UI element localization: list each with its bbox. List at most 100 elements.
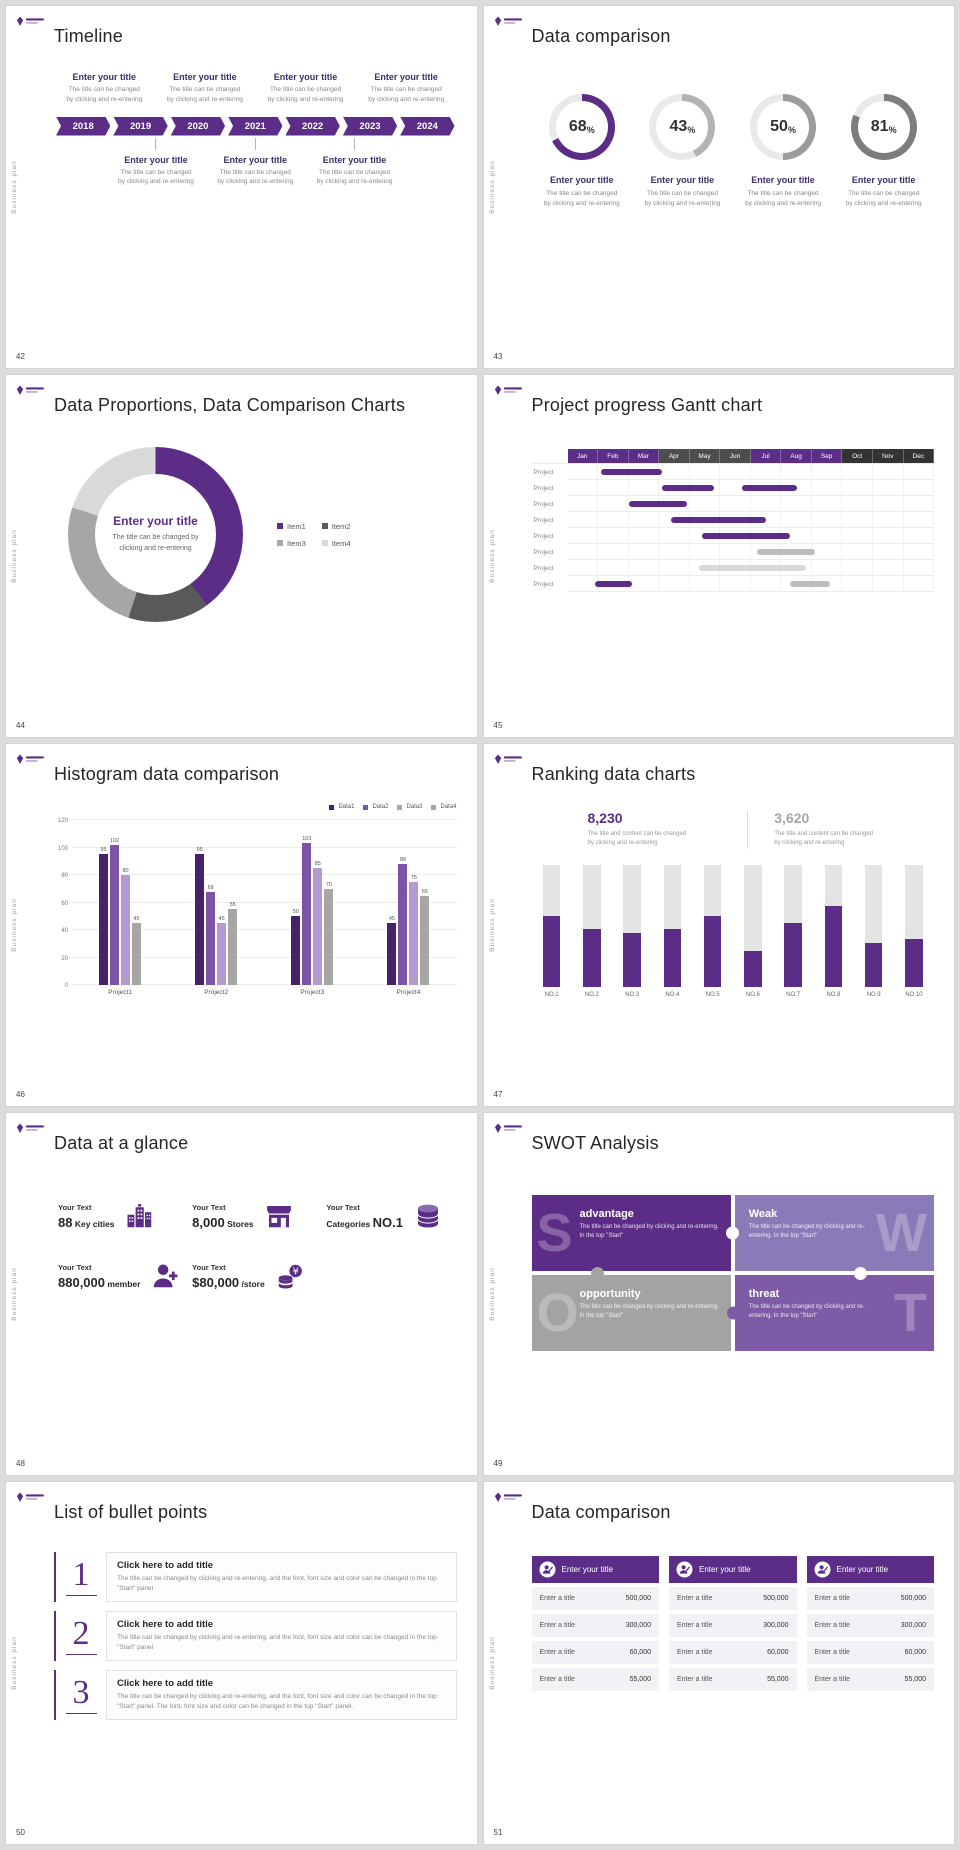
gantt-cell xyxy=(873,464,904,479)
progress-value: 81% xyxy=(851,94,917,160)
progress-number: 50 xyxy=(770,118,788,135)
member-icon xyxy=(150,1261,180,1291)
slide-48-data-at-a-glance[interactable]: Business plan 48 Data at a glance Your T… xyxy=(5,1112,478,1476)
bar-group: 50 103 85 70 xyxy=(264,820,360,985)
stat-block: 8,230 The title and content can be chang… xyxy=(588,810,748,849)
glance-label: Your Text xyxy=(192,1262,226,1272)
slide-42-timeline[interactable]: Business plan 42 Timeline Enter your tit… xyxy=(5,5,478,369)
bullet-box: Click here to add title The title can be … xyxy=(106,1611,457,1662)
bar-groups: 95 102 80 45 95 68 45 55 50 103 85 70 45 88 75 65 xyxy=(72,820,457,985)
slide-45-gantt[interactable]: Business plan 45 Project progress Gantt … xyxy=(482,374,955,738)
slide-46-histogram[interactable]: Business plan 46 Histogram data comparis… xyxy=(5,743,478,1107)
rank-bar xyxy=(744,951,762,987)
bullet-number-wrap: 3 xyxy=(54,1670,106,1721)
brand-logo xyxy=(16,752,52,764)
data-tables: Enter your title Enter a title 500,000 Ente… xyxy=(531,1556,934,1691)
timeline-item-desc: The title can be changed by clicking and … xyxy=(60,85,149,105)
progress-desc: The title can be changed by clicking and … xyxy=(638,189,727,209)
rank-column xyxy=(612,864,652,987)
timeline-bottom-items: Enter your title The title can be changed… xyxy=(106,138,404,188)
gantt-row-label: Project xyxy=(533,532,554,540)
timeline-item-title: Enter your title xyxy=(322,154,387,165)
row-value: 55,000 xyxy=(904,1676,926,1683)
timeline-item-desc: The title can be changed by clicking and … xyxy=(212,168,299,188)
slide-51-data-comparison-tables[interactable]: Business plan 51 Data comparison Enter y… xyxy=(482,1481,955,1845)
slide-50-bullet-points[interactable]: Business plan 50 List of bullet points 1… xyxy=(5,1481,478,1845)
text-line: by clicking and re-entering xyxy=(167,95,243,103)
brand-logo xyxy=(494,1490,530,1502)
text-line: The title can be changed xyxy=(646,190,719,197)
stat-block: 3,620 The title and content can be chang… xyxy=(747,810,934,849)
gantt-cell xyxy=(873,576,904,591)
bar: 65 xyxy=(420,820,430,985)
table-row: Enter a title 60,000 xyxy=(806,1641,934,1664)
timeline-top-items: Enter your title The title can be changed… xyxy=(54,72,457,105)
bar-value-label: 95 xyxy=(196,847,203,854)
text-line: by clicking and re-entering xyxy=(644,199,721,207)
business-plan-vertical-label: Business plan xyxy=(488,529,496,583)
donut-center: Enter your title The title can be change… xyxy=(95,474,216,595)
gantt-cell xyxy=(842,480,873,495)
business-plan-vertical-label: Business plan xyxy=(11,1267,18,1321)
gantt-cell xyxy=(812,512,843,527)
table-title: Enter your title xyxy=(836,1565,889,1574)
timeline-item-desc: The title can be changed by clicking and … xyxy=(362,85,451,105)
bullet-box: Click here to add title The title can be … xyxy=(106,1552,457,1603)
rank-track xyxy=(583,864,601,987)
gantt-cell xyxy=(629,512,660,527)
bullet-list: 1 Click here to add title The title can be… xyxy=(54,1552,457,1721)
page-number: 43 xyxy=(493,352,503,361)
glance-label: Your Text xyxy=(58,1262,92,1272)
bar-value-label: 45 xyxy=(388,916,395,923)
gantt-month: Mar xyxy=(628,449,660,463)
gantt-cell xyxy=(629,480,660,495)
gantt-cell xyxy=(568,528,599,543)
progress-number: 68 xyxy=(568,118,587,135)
rank-column xyxy=(733,864,773,987)
gantt-track xyxy=(567,528,935,544)
gantt-cell xyxy=(842,512,873,527)
table-row: Enter a title 55,000 xyxy=(669,1668,797,1691)
slide-44-data-proportions[interactable]: Business plan 44 Data Proportions, Data … xyxy=(5,374,478,738)
row-value: 60,000 xyxy=(904,1649,926,1656)
rank-bar xyxy=(623,932,641,987)
timeline-item-desc: The title can be changed by clicking and … xyxy=(161,85,250,105)
text-line: The title can be changed xyxy=(169,86,241,93)
table-row: Enter a title 300,000 xyxy=(806,1614,934,1637)
gantt-track xyxy=(567,512,935,528)
brand-logo xyxy=(494,1121,530,1133)
rank-track xyxy=(744,864,762,987)
progress-ring: 81% xyxy=(850,94,917,160)
bar-fill xyxy=(217,923,227,985)
page-number: 46 xyxy=(16,1090,25,1099)
page-number: 45 xyxy=(493,721,503,730)
slide-47-ranking[interactable]: Business plan 47 Ranking data charts 8,2… xyxy=(482,743,955,1107)
slide-content: Enter your title Enter a title 500,000 Ente… xyxy=(531,1540,934,1818)
stat-blocks: 8,230 The title and content can be chang… xyxy=(532,810,935,849)
gantt-month: Jan xyxy=(567,449,599,463)
y-tick-label: 40 xyxy=(61,928,68,935)
glance-label: Your Text xyxy=(58,1202,92,1212)
slide-title: Data comparison xyxy=(531,26,671,46)
row-label: Enter a title xyxy=(539,1622,575,1629)
bar-fill xyxy=(195,854,205,985)
timeline-item-title: Enter your title xyxy=(273,72,338,82)
gantt-cell xyxy=(904,576,935,591)
chart-legend: Data1 Data2 Data3 Data4 xyxy=(54,804,457,810)
gantt-row-label: Project xyxy=(533,564,554,572)
progress-number: 81 xyxy=(870,118,889,135)
progress-ring: 50% xyxy=(750,94,817,160)
rank-track xyxy=(663,864,682,987)
legend-swatch xyxy=(363,804,369,810)
row-value: 500,000 xyxy=(900,1595,926,1602)
gridline xyxy=(72,819,457,820)
slide-43-data-comparison[interactable]: Business plan 43 Data comparison 68% Ente… xyxy=(482,5,955,369)
bar: 45 xyxy=(132,820,142,985)
bar-group: 95 68 45 55 xyxy=(168,820,264,985)
gantt-cell xyxy=(842,464,873,479)
timeline-year-ribbon: 2018 2019 2020 2021 2022 2023 2024 xyxy=(56,117,455,136)
gantt-bar xyxy=(790,581,831,587)
gantt-body: Project Project Project Project Project Proje… xyxy=(531,463,935,592)
person-edit-icon xyxy=(676,1561,693,1578)
